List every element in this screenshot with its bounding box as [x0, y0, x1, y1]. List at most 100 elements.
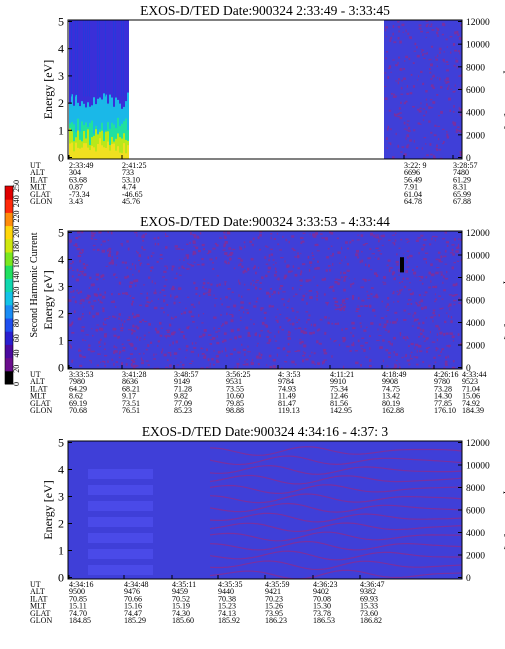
orbit-cell: 71.04 [462, 384, 480, 393]
orbit-cell: 186.82 [360, 616, 382, 625]
orbit-cell: 15.06 [462, 392, 480, 401]
orbit-cell: 119.13 [278, 406, 300, 415]
orbit-cell: 13.42 [382, 392, 400, 401]
orbit-cell: 70.52 [172, 594, 190, 603]
orbit-cell: 9149 [174, 377, 190, 386]
energy-tick-label: 0 [58, 151, 64, 165]
orbit-cell: 184.39 [462, 406, 484, 415]
orbit-cell: 73.95 [265, 609, 283, 618]
orbit-cell: 9.17 [122, 392, 136, 401]
orbit-cell: 73.60 [360, 609, 378, 618]
colorbar-segment [5, 318, 13, 332]
orbit-cell: 70.66 [124, 594, 142, 603]
energy-tick-label: 2 [58, 96, 64, 110]
colorbar-tick-label: 80 [12, 319, 21, 327]
orbit-row-label: MLT [30, 183, 46, 192]
orbit-cell: 74.75 [382, 384, 400, 393]
colorbar-tick-label: 200 [12, 226, 21, 238]
heatmap-fill [68, 231, 462, 369]
orbit-cell: 9780 [434, 377, 450, 386]
colorbar-segment [5, 265, 13, 279]
temperature-tick-label: 6000 [466, 507, 485, 517]
orbit-cell: 69.19 [69, 399, 87, 408]
orbit-cell: 15.26 [265, 602, 283, 611]
orbit-cell: 15.16 [124, 602, 142, 611]
energy-tick-label: 4 [58, 253, 64, 267]
energy-tick-label: 3 [58, 490, 64, 504]
orbit-cell: 184.85 [69, 616, 91, 625]
temperature-axis-label: Temperature [K] [503, 470, 505, 550]
orbit-cell: 4:36:23 [313, 580, 337, 589]
orbit-cell: 9382 [360, 587, 376, 596]
orbit-cell: 69.93 [360, 594, 378, 603]
orbit-cell: 74.30 [172, 609, 190, 618]
colorbar: 0 20 40 60 80 100 120 140 160 180 200 220 240 250 Seco… [4, 180, 40, 386]
orbit-cell: 4:26:16 [434, 370, 458, 379]
energy-tick-label: 0 [58, 361, 64, 375]
orbit-cell: 67.88 [453, 197, 471, 206]
orbit-cell: 4:35:35 [218, 580, 242, 589]
energy-tick-label: 2 [58, 307, 64, 321]
panel-3: EXOS-D/TED Date:900324 4:34:16 - 4:37: 3… [30, 424, 505, 625]
orbit-cell: 15.23 [218, 602, 236, 611]
orbit-cell: 9910 [330, 377, 346, 386]
colorbar-segment [5, 304, 13, 319]
orbit-cell: 53.10 [122, 175, 140, 184]
colorbar-segment [5, 238, 13, 253]
orbit-cell: 73.28 [434, 384, 452, 393]
colorbar-tick-label: 100 [12, 302, 21, 314]
colorbar-tick-label: 0 [12, 382, 21, 386]
orbit-cell: 7480 [453, 168, 469, 177]
orbit-cell: 9402 [313, 587, 329, 596]
orbit-cell: 142.95 [330, 406, 352, 415]
orbit-cell: 176.10 [434, 406, 456, 415]
orbit-cell: 80.19 [382, 399, 400, 408]
orbit-cell: 9459 [172, 587, 188, 596]
orbit-cell: 74.92 [462, 399, 480, 408]
orbit-row-label: ALT [30, 377, 45, 386]
colorbar-segment [5, 278, 13, 293]
colorbar-tick-label: 220 [12, 210, 21, 222]
energy-tick-label: 3 [58, 69, 64, 83]
orbit-cell: 73.78 [313, 609, 331, 618]
energy-tick-label: 5 [58, 226, 64, 240]
orbit-cell: 4:34:16 [69, 580, 93, 589]
orbit-cell: 8636 [122, 377, 138, 386]
heatmap-area [68, 441, 462, 579]
temperature-tick-label: 10000 [466, 252, 490, 262]
panel-title: EXOS-D/TED Date:900324 3:33:53 - 4:33:44 [140, 214, 390, 229]
temperature-tick-label: 8000 [466, 63, 485, 73]
orbit-cell: 2:41:25 [122, 161, 146, 170]
orbit-row-label: GLAT [30, 609, 51, 618]
orbit-cell: 14.30 [434, 392, 452, 401]
orbit-cell: 8.31 [453, 183, 467, 192]
orbit-cell: 304 [69, 168, 81, 177]
orbit-cell: 74.13 [218, 609, 236, 618]
orbit-cell: 4:33:44 [462, 370, 486, 379]
orbit-cell: 4:34:48 [124, 580, 148, 589]
temperature-tick-label: 6000 [466, 297, 485, 307]
orbit-cell: 64.29 [69, 384, 87, 393]
orbit-row-label: ALT [30, 168, 45, 177]
orbit-cell: 74.93 [278, 384, 296, 393]
orbit-cell: 185.60 [172, 616, 194, 625]
energy-tick-label: 1 [58, 544, 64, 558]
orbit-row-label: ILAT [30, 594, 47, 603]
orbit-cell: 10.60 [226, 392, 244, 401]
orbit-cell: 15.30 [313, 602, 331, 611]
orbit-cell: 3:56:25 [226, 370, 250, 379]
orbit-cell: 77.09 [174, 399, 192, 408]
colorbar-segment [5, 186, 13, 200]
heatmap-area [68, 231, 462, 369]
orbit-cell: 73.51 [122, 399, 140, 408]
orbit-cell: 70.38 [218, 594, 236, 603]
orbit-cell: 77.85 [434, 399, 452, 408]
temperature-tick-label: 10000 [466, 41, 490, 51]
colorbar-tick-label: 180 [12, 241, 21, 253]
panel-title: EXOS-D/TED Date:900324 4:34:16 - 4:37: 3 [142, 424, 389, 439]
orbit-cell: 73.55 [226, 384, 244, 393]
temperature-tick-label: 2000 [466, 552, 485, 562]
orbit-cell: 12.46 [330, 392, 348, 401]
orbit-cell: 9440 [218, 587, 234, 596]
